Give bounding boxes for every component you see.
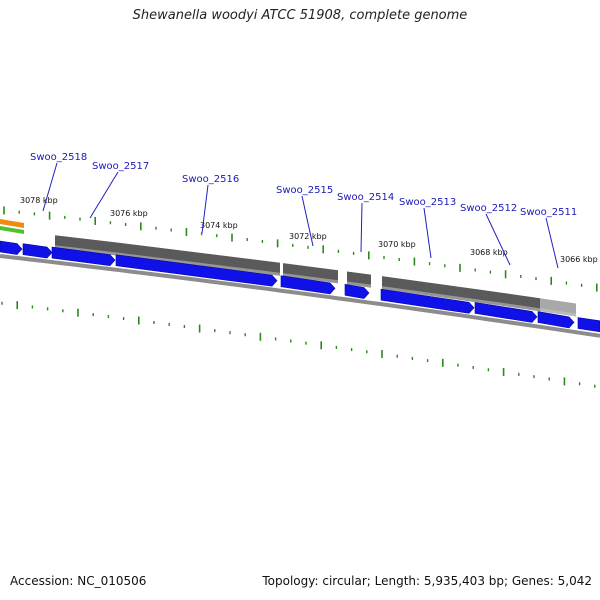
cds-arrow (51, 246, 116, 266)
gene-block-shade (347, 281, 371, 288)
gene-label-leader (89, 171, 119, 219)
gene-block-shade (118, 252, 280, 276)
gene-label-leader (201, 184, 209, 234)
gene-track (55, 235, 576, 317)
gene-label: Swoo_2511 (520, 207, 577, 218)
gene-label: Swoo_2514 (337, 192, 394, 203)
gene-label-leader (485, 213, 511, 266)
gene-label: Swoo_2513 (399, 197, 456, 208)
gene-block (118, 242, 280, 276)
gene-label-leader (301, 195, 314, 247)
scale-label: 3076 kbp (110, 209, 148, 218)
cds-arrow (280, 275, 336, 295)
gene-labels: Swoo_2518 Swoo_2517 Swoo_2516 Swoo_2515 Swoo… (30, 152, 577, 269)
scale-label: 3066 kbp (560, 255, 598, 264)
gene-label-leader (360, 202, 363, 253)
map-title: Shewanella woodyi ATCC 51908, complete g… (132, 8, 468, 23)
cds-arrow (474, 302, 538, 323)
gene-label: Swoo_2515 (276, 185, 333, 196)
cds-track (0, 240, 600, 333)
cds-arrow (380, 288, 475, 314)
gene-label: Swoo_2512 (460, 203, 517, 214)
cds-arrow (577, 317, 600, 333)
gene-label-leader (545, 217, 559, 269)
scale-label: 3078 kbp (20, 196, 58, 205)
gene-label-leader (423, 207, 432, 259)
gene-label-leader (42, 162, 58, 212)
scale-label: 3068 kbp (470, 248, 508, 257)
scale-label: 3074 kbp (200, 221, 238, 230)
cds-arrow (22, 243, 53, 259)
cds-arrow (344, 283, 370, 299)
gene-block-shade (540, 308, 576, 317)
cds-arrow (537, 311, 575, 329)
gene-block-shade (283, 273, 338, 284)
green-track-segment (0, 226, 24, 234)
inner-tick-ring (1, 301, 596, 388)
gene-block (476, 289, 540, 312)
cds-arrow (0, 240, 23, 255)
gene-block (283, 263, 338, 284)
scale-labels: 3078 kbp 3076 kbp 3074 kbp 3072 kbp 3070 kbp… (20, 196, 598, 264)
gene-label: Swoo_2516 (182, 174, 239, 185)
gene-block (382, 276, 476, 303)
gene-block-shade (476, 299, 540, 312)
outer-tick-ring (0, 206, 598, 292)
cds-arrow (115, 254, 278, 287)
summary-text: Topology: circular; Length: 5,935,403 bp… (262, 574, 592, 588)
scale-label: 3072 kbp (289, 232, 327, 241)
gene-block-shade (55, 245, 118, 256)
scale-label: 3070 kbp (378, 240, 416, 249)
gene-label: Swoo_2518 (30, 152, 87, 163)
gene-label: Swoo_2517 (92, 161, 149, 172)
orange-track-segment (0, 219, 24, 228)
gene-block (55, 235, 118, 256)
genome-backbone (0, 254, 600, 338)
gene-block-shade (382, 286, 476, 303)
accession-text: Accession: NC_010506 (10, 574, 147, 588)
